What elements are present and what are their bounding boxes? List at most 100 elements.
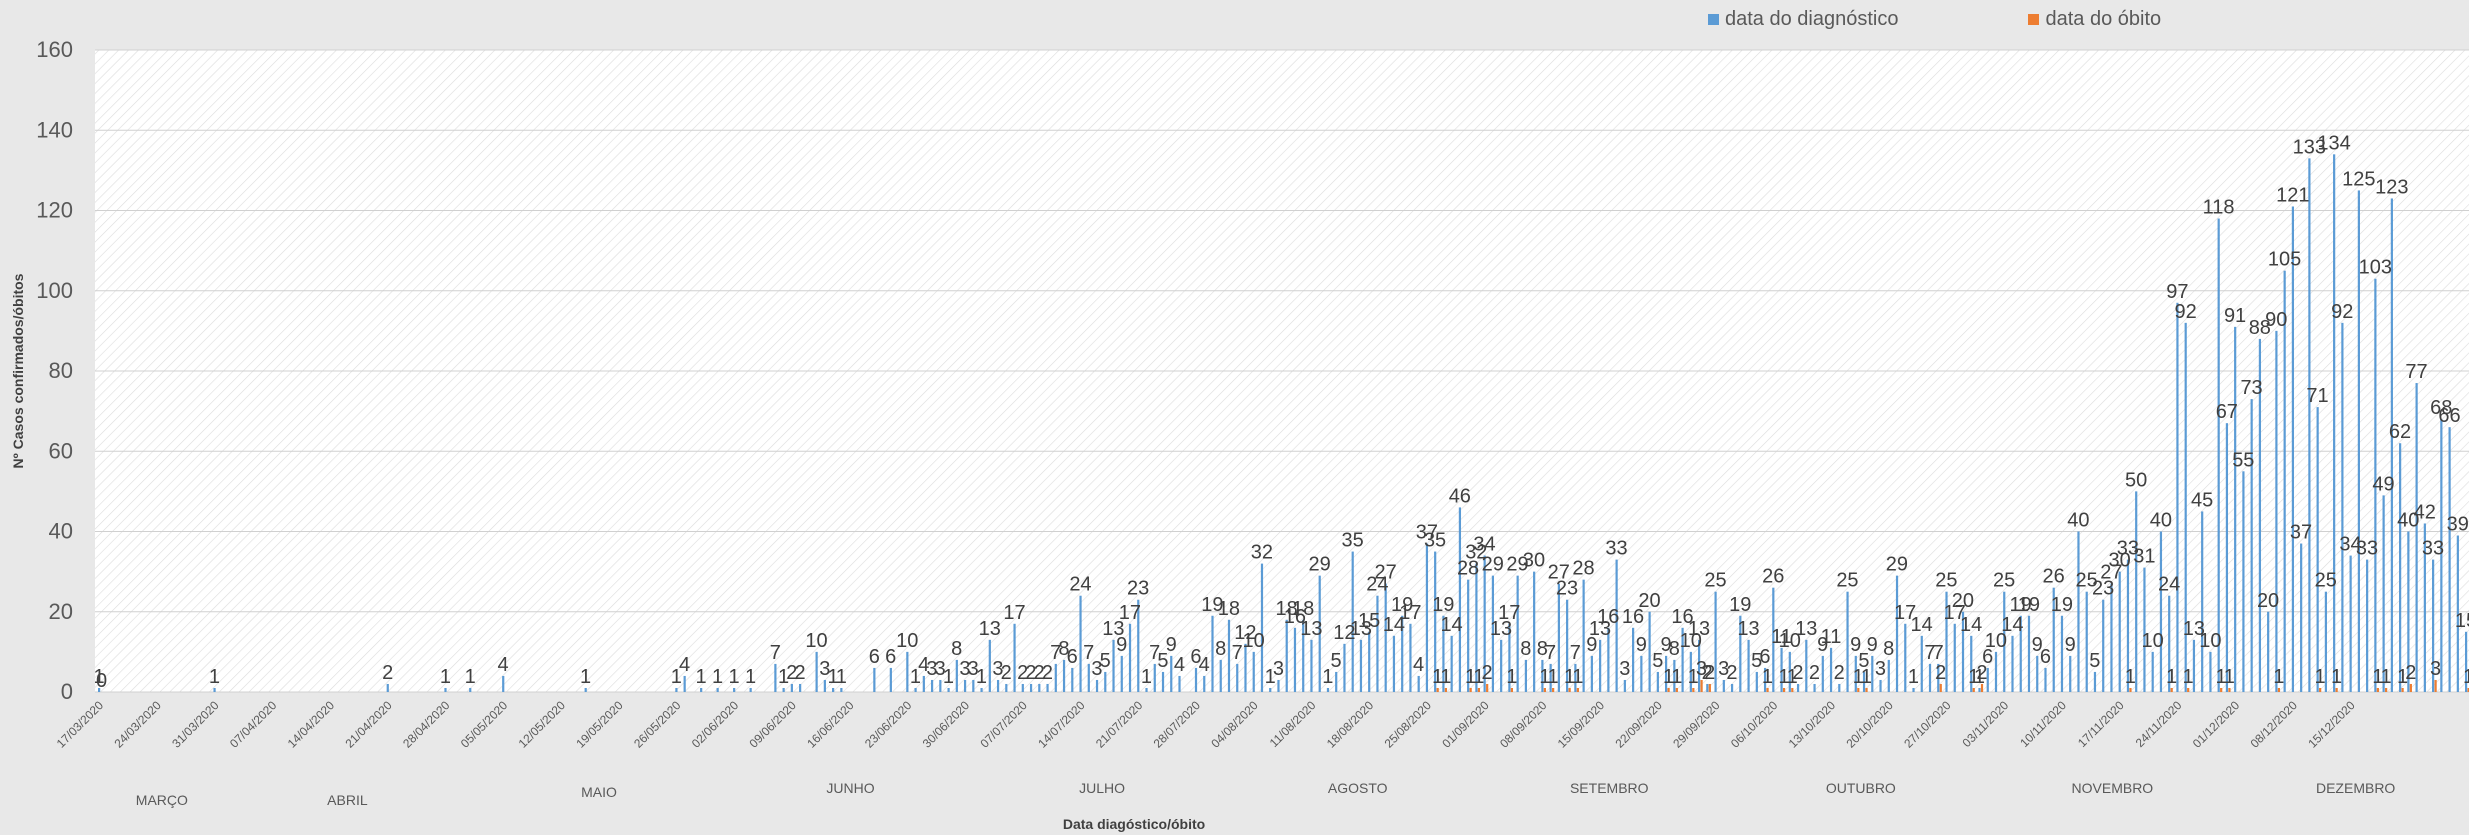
data-label: 13 <box>1102 618 1124 640</box>
bar <box>840 687 843 692</box>
data-label: 40 <box>2067 510 2089 532</box>
data-label: 25 <box>1704 570 1726 592</box>
data-label: 66 <box>2438 405 2460 427</box>
bar <box>2228 687 2231 692</box>
bar <box>1590 655 1593 692</box>
month-label: OUTUBRO <box>1826 780 1896 796</box>
bar <box>1980 683 1984 692</box>
bar <box>1566 599 1569 692</box>
data-label: 6 <box>2040 646 2051 668</box>
x-tick-label: 26/05/2020 <box>631 698 684 751</box>
bar <box>2324 591 2327 692</box>
bar <box>2019 615 2022 692</box>
data-label: 30 <box>1523 550 1545 572</box>
bar <box>1436 687 1439 692</box>
x-tick-label: 31/03/2020 <box>169 698 222 751</box>
legend-swatch-death <box>2028 14 2040 25</box>
bar <box>1013 623 1016 692</box>
data-label: 14 <box>2001 614 2023 636</box>
bar <box>930 679 934 692</box>
bar <box>1252 651 1255 692</box>
bar <box>1862 671 1866 692</box>
bar <box>955 659 958 692</box>
data-label: 34 <box>2339 534 2361 556</box>
data-label: 1 <box>836 666 847 688</box>
bar <box>1444 687 1448 692</box>
y-tick-label: 140 <box>36 117 73 142</box>
bar <box>683 675 686 692</box>
bar <box>1920 635 1923 692</box>
bar <box>1615 559 1618 692</box>
data-label: 14 <box>1383 614 1405 636</box>
data-label: 1 <box>910 666 921 688</box>
bar <box>1392 635 1396 692</box>
data-label: 3 <box>1091 658 1102 680</box>
data-label: 2 <box>1001 662 1012 684</box>
data-label: 1 <box>1663 666 1674 688</box>
x-tick-label: 15/12/2020 <box>2305 698 2358 751</box>
bar <box>2333 154 2336 692</box>
bar <box>1434 551 1437 692</box>
data-label: 33 <box>2422 538 2444 560</box>
bar <box>996 679 1000 692</box>
data-label: 1 <box>93 666 104 688</box>
month-label: MARÇO <box>136 792 188 808</box>
data-label: 4 <box>679 654 690 676</box>
x-tick-label: 03/11/2020 <box>1960 698 2012 750</box>
data-label: 25 <box>2315 570 2337 592</box>
bar <box>1939 683 1942 692</box>
x-tick-label: 08/12/2020 <box>2248 698 2301 751</box>
data-label: 133 <box>2293 136 2326 158</box>
bar <box>1046 683 1049 692</box>
data-label: 68 <box>2430 397 2452 419</box>
bar <box>972 679 975 692</box>
bar <box>1153 663 1156 692</box>
data-label: 50 <box>2125 469 2147 491</box>
data-label: 8 <box>1883 638 1894 660</box>
data-label: 3 <box>1875 658 1886 680</box>
x-tick-label: 17/03/2020 <box>54 698 107 751</box>
bar <box>469 687 472 692</box>
y-axis-ticks: 0 20 40 60 80 100 120 140 160 <box>36 37 73 704</box>
data-label: 123 <box>2375 176 2408 198</box>
data-label: 0 <box>96 670 107 692</box>
bar <box>1244 643 1247 692</box>
data-label: 1 <box>1968 666 1979 688</box>
data-label: 49 <box>2372 473 2394 495</box>
data-label: 26 <box>1762 566 1784 588</box>
x-tick-label: 01/12/2020 <box>2190 698 2243 751</box>
bar <box>1714 591 1717 692</box>
bar <box>2300 543 2303 692</box>
data-label: 4 <box>1174 654 1185 676</box>
bar <box>2184 322 2187 692</box>
data-label: 8 <box>1215 638 1226 660</box>
bar <box>1692 687 1695 692</box>
bar <box>2415 383 2418 692</box>
bar <box>1928 663 1932 692</box>
data-label: 28 <box>1572 558 1594 580</box>
bar <box>1475 563 1478 692</box>
bar <box>1128 623 1132 692</box>
data-label: 25 <box>1836 570 1858 592</box>
data-label: 3 <box>959 658 970 680</box>
data-label: 1 <box>712 666 723 688</box>
bar <box>1351 551 1354 692</box>
x-tick-label: 05/05/2020 <box>458 698 511 751</box>
data-label: 13 <box>1795 618 1817 640</box>
data-label: 5 <box>2089 650 2100 672</box>
data-label: 16 <box>1622 606 1644 628</box>
data-label: 7 <box>1149 642 1160 664</box>
bar <box>2036 655 2039 692</box>
bar <box>1986 667 1989 692</box>
bar <box>1260 563 1264 692</box>
bar <box>1667 687 1670 692</box>
bar <box>1508 623 1511 692</box>
bar <box>1846 591 1849 692</box>
x-tick-label: 21/07/2020 <box>1093 698 1146 751</box>
month-label: JUNHO <box>826 780 874 796</box>
data-label: 1 <box>1141 666 1152 688</box>
bar <box>2385 687 2388 692</box>
data-label: 29 <box>1482 554 1504 576</box>
data-label: 40 <box>2150 510 2172 532</box>
data-label: 33 <box>2117 538 2139 560</box>
